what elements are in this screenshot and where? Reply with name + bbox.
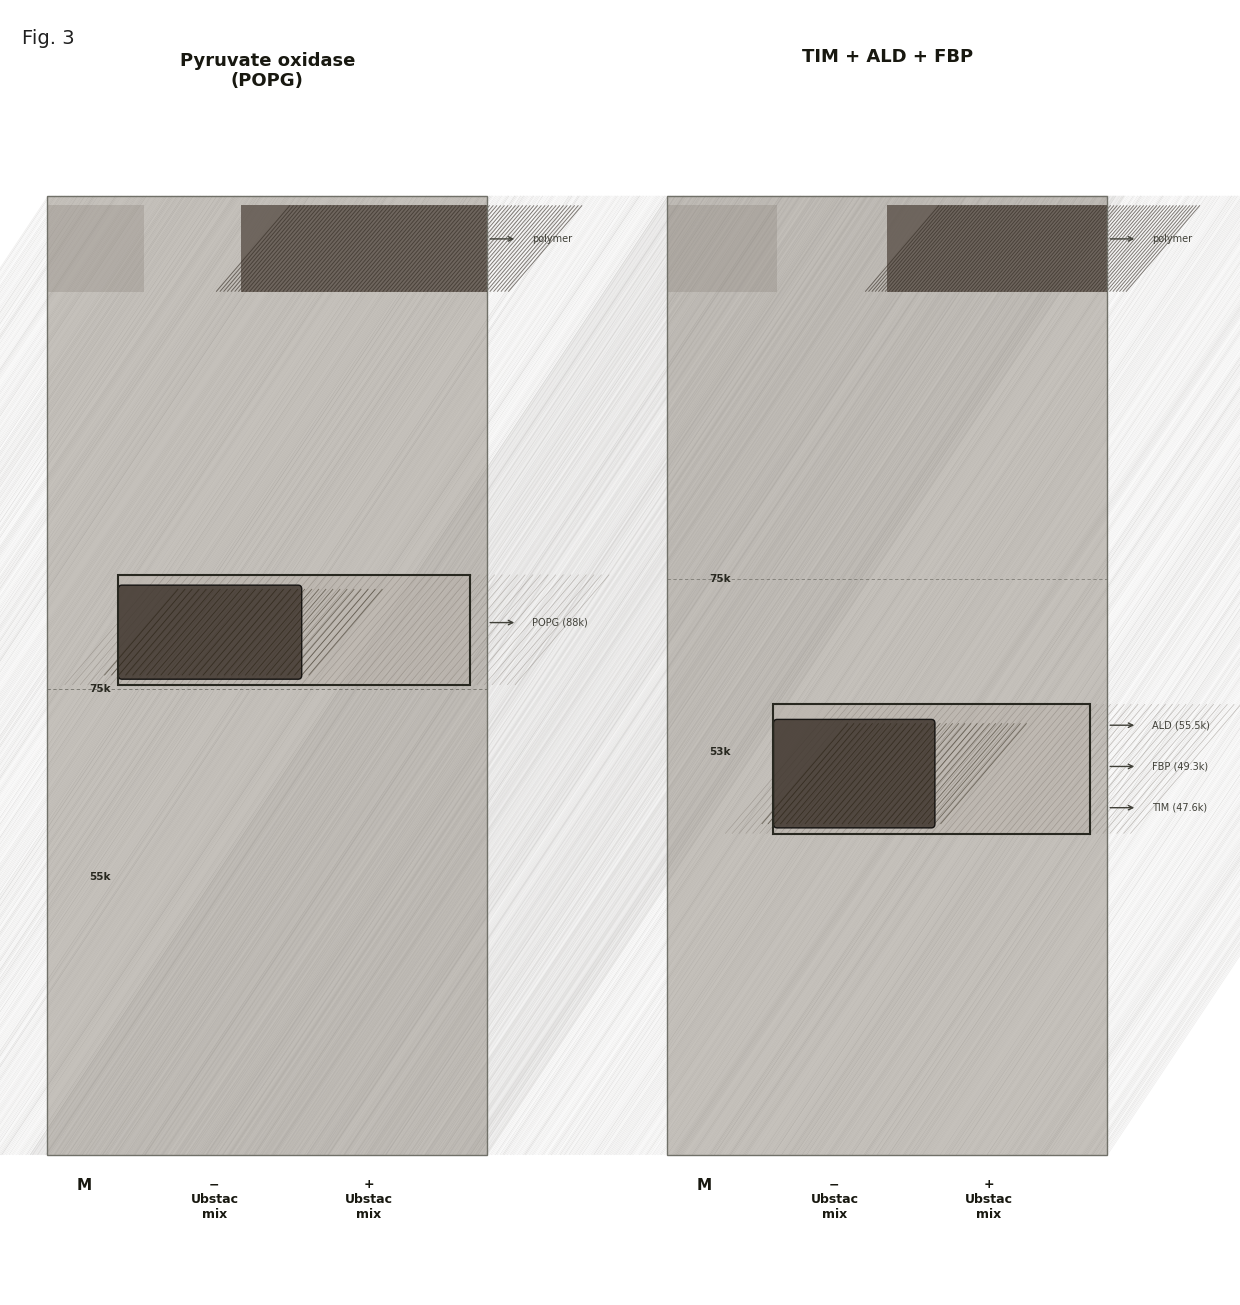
Bar	[241, 205, 487, 292]
Text: 75k: 75k	[709, 574, 730, 585]
Text: +
Ubstac
mix: + Ubstac mix	[345, 1178, 393, 1221]
Bar	[667, 205, 777, 292]
Text: 55k: 55k	[89, 872, 110, 882]
Text: polymer: polymer	[1152, 234, 1192, 244]
Text: −
Ubstac
mix: − Ubstac mix	[191, 1178, 238, 1221]
Text: POPG (88k): POPG (88k)	[532, 617, 588, 628]
FancyBboxPatch shape	[774, 719, 935, 827]
Text: Fig. 3: Fig. 3	[22, 29, 74, 48]
Text: −
Ubstac
mix: − Ubstac mix	[811, 1178, 858, 1221]
Bar	[773, 705, 1090, 834]
Bar	[47, 205, 144, 292]
Text: ALD (55.5k): ALD (55.5k)	[1152, 720, 1210, 731]
Bar	[773, 705, 1090, 834]
Bar	[47, 196, 487, 1155]
Text: FBP (49.3k): FBP (49.3k)	[1152, 761, 1208, 771]
Text: 53k: 53k	[709, 746, 730, 757]
Text: polymer: polymer	[532, 234, 572, 244]
Text: TIM + ALD + FBP: TIM + ALD + FBP	[801, 48, 973, 67]
Text: Pyruvate oxidase
(POPG): Pyruvate oxidase (POPG)	[180, 52, 355, 90]
Text: +
Ubstac
mix: + Ubstac mix	[965, 1178, 1013, 1221]
Bar	[667, 196, 1107, 1155]
Text: TIM (47.6k): TIM (47.6k)	[1152, 803, 1207, 813]
FancyBboxPatch shape	[118, 585, 301, 679]
Text: M: M	[77, 1178, 92, 1193]
Bar	[118, 574, 470, 685]
Bar	[118, 574, 470, 685]
Bar	[47, 196, 487, 1155]
Bar	[888, 205, 1107, 292]
Bar	[667, 196, 1107, 1155]
Text: 75k: 75k	[89, 684, 110, 694]
Text: M: M	[697, 1178, 712, 1193]
